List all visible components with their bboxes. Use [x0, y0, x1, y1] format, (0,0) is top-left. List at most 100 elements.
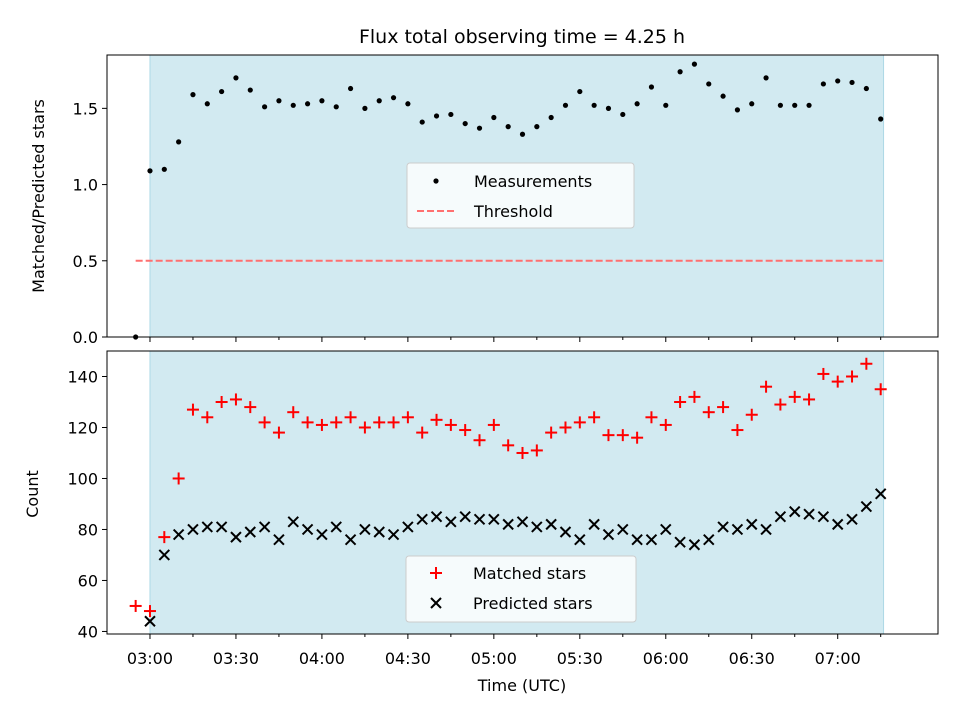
bottom-y-tick-label: 120 [67, 418, 98, 437]
measurement-point [319, 98, 325, 104]
x-tick-label: 06:00 [643, 649, 689, 668]
predicted-star-point [817, 511, 830, 523]
measurement-point [476, 125, 483, 131]
matched-star-point [330, 416, 343, 429]
predicted-star-point [602, 528, 615, 541]
predicted-star-point [746, 518, 758, 531]
measurement-point [634, 101, 640, 107]
matched-star-point [731, 424, 744, 437]
predicted-star-point [516, 516, 529, 528]
predicted-star-point [645, 533, 658, 546]
measurement-point [691, 61, 698, 67]
matched-star-point [186, 403, 199, 416]
legend-matched-label: Matched stars [473, 564, 586, 583]
predicted-star-point [158, 549, 171, 561]
matched-star-point [874, 383, 887, 396]
predicted-star-point [789, 505, 801, 518]
measurement-point [505, 124, 511, 130]
matched-star-point [817, 367, 830, 380]
top-y-tick-label: 1.0 [73, 176, 98, 195]
predicted-star-point [330, 521, 342, 533]
matched-star-point [788, 390, 801, 403]
predicted-star-point [416, 513, 428, 525]
predicted-star-point [258, 521, 271, 533]
matched-star-point [645, 411, 658, 424]
measurement-point [720, 93, 726, 99]
predicted-star-point [588, 518, 600, 531]
measurement-point [276, 98, 282, 104]
matched-star-point [201, 411, 214, 424]
top-y-tick-label: 1.5 [73, 99, 98, 118]
predicted-star-point [359, 523, 371, 536]
legend-threshold-label: Threshold [473, 202, 553, 221]
predicted-star-point [531, 521, 543, 533]
predicted-star-point [559, 526, 572, 538]
measurement-point [749, 101, 755, 107]
measurement-point [820, 81, 826, 87]
matched-star-point [158, 531, 171, 544]
matched-star-point [688, 390, 701, 403]
predicted-star-point [215, 521, 228, 533]
predicted-star-point [703, 533, 715, 546]
matched-star-point [717, 401, 730, 414]
bottom-legend: Matched stars Predicted stars [405, 555, 637, 623]
x-tick-label: 03:30 [213, 649, 259, 668]
matched-star-point [287, 406, 300, 419]
measurement-point [433, 113, 440, 119]
matched-star-point [143, 605, 156, 618]
predicted-star-point [459, 511, 471, 523]
matched-star-point [258, 416, 271, 429]
measurement-point [591, 102, 597, 108]
predicted-star-point [631, 533, 643, 546]
measurement-point [763, 75, 769, 81]
measurement-point [548, 114, 554, 121]
predicted-star-point [488, 513, 500, 525]
matched-star-point [559, 421, 572, 434]
matched-star-point [401, 411, 414, 424]
predicted-star-point [144, 615, 156, 627]
predicted-star-point [831, 518, 844, 531]
measurement-point [419, 119, 425, 125]
predicted-star-point [244, 526, 256, 538]
measurement-point [290, 102, 296, 108]
measurement-point [534, 124, 540, 130]
measurement-point [362, 105, 368, 111]
predicted-star-point [445, 516, 457, 528]
x-tick-label: 06:30 [729, 649, 775, 668]
matched-star-point [545, 426, 558, 439]
x-tick-label: 04:30 [385, 649, 431, 668]
predicted-star-point [430, 511, 443, 523]
matched-star-point [473, 434, 486, 447]
measurement-point [777, 102, 783, 108]
measurement-point [792, 102, 798, 108]
predicted-star-point [273, 533, 285, 546]
predicted-star-point [172, 528, 185, 541]
legend-predicted-marker [430, 597, 442, 609]
measurement-point [491, 114, 497, 121]
measurement-point [204, 101, 210, 107]
predicted-star-point [803, 508, 815, 520]
measurement-point [304, 101, 311, 107]
matched-star-point [358, 421, 371, 434]
x-tick-label: 04:00 [299, 649, 345, 668]
top-y-tick-label: 0.5 [73, 252, 98, 271]
legend-matched-marker [430, 567, 442, 579]
x-axis-label: Time (UTC) [477, 676, 566, 695]
predicted-star-point [760, 523, 772, 536]
matched-star-point [631, 431, 644, 444]
measurement-point [562, 102, 569, 108]
measurement-point [333, 104, 339, 110]
legend-predicted-label: Predicted stars [473, 594, 593, 613]
predicted-star-point [402, 521, 414, 533]
measurement-point [147, 168, 153, 174]
measurement-point [878, 116, 884, 122]
matched-star-point [315, 418, 328, 431]
measurement-point [677, 69, 683, 75]
predicted-star-point [502, 518, 514, 531]
top-ylabel: Matched/Predicted stars [29, 99, 48, 293]
predicted-star-point [473, 513, 486, 525]
matched-star-point [215, 395, 228, 408]
matched-star-point [502, 439, 515, 452]
x-tick-label: 07:00 [815, 649, 861, 668]
matched-star-point [530, 444, 543, 457]
